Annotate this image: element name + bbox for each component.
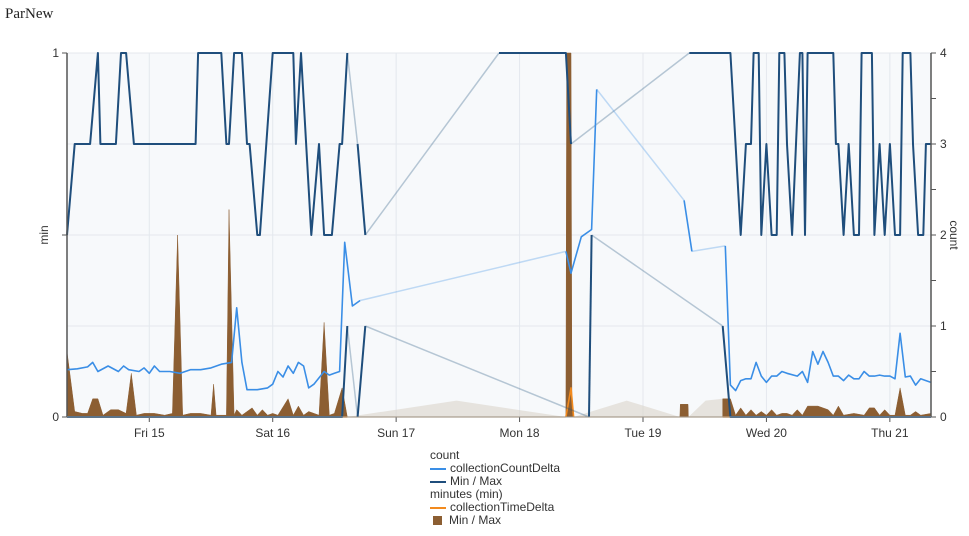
collectiontimedelta-min-max-gap-area bbox=[688, 398, 723, 417]
y-right-tick-label: 2 bbox=[940, 228, 947, 242]
x-tick-label: Tue 19 bbox=[625, 426, 662, 440]
x-tick-label: Thu 21 bbox=[871, 426, 909, 440]
legend-swatch bbox=[433, 516, 442, 525]
collectioncountdelta-gap-line bbox=[691, 245, 726, 253]
legend-swatch bbox=[430, 480, 446, 483]
collectioncountdelta-max-line-segment bbox=[66, 52, 349, 236]
collectiontimedelta-min-max-gap-area bbox=[347, 400, 566, 417]
collectioncountdelta-max-gap-line bbox=[364, 52, 500, 236]
legend-group-minutes: minutes (min) bbox=[430, 487, 503, 501]
collectioncountdelta-max-line-segment bbox=[499, 52, 572, 145]
legend-item-collection-time-delta[interactable]: collectionTimeDelta bbox=[430, 501, 560, 514]
legend-item-count-min-max[interactable]: Min / Max bbox=[430, 475, 560, 488]
collectiontimedelta-min-max-gap-area bbox=[573, 400, 680, 417]
legend-label: Min / Max bbox=[450, 474, 503, 488]
x-tick-label: Sat 16 bbox=[255, 426, 290, 440]
collectioncountdelta-max-line-segment bbox=[689, 52, 931, 236]
x-tick-label: Wed 20 bbox=[746, 426, 787, 440]
y-axis-right-label: count bbox=[947, 220, 961, 250]
collectiontimedelta-min-max-area-segment bbox=[679, 404, 689, 418]
collectioncountdelta-min-line-segment bbox=[356, 325, 367, 418]
y-right-tick-label: 0 bbox=[940, 410, 947, 424]
chart-title: ParNew bbox=[5, 6, 54, 22]
legend-swatch bbox=[430, 467, 446, 470]
legend: count collectionCountDelta Min / Max min… bbox=[430, 449, 560, 527]
y-right-tick-label: 4 bbox=[940, 46, 947, 60]
collectioncountdelta-gap-line bbox=[596, 88, 685, 201]
series-layer bbox=[66, 52, 932, 418]
collectioncountdelta-line-segment bbox=[66, 241, 361, 391]
legend-item-collection-count-delta[interactable]: collectionCountDelta bbox=[430, 462, 560, 475]
legend-item-time-min-max[interactable]: Min / Max bbox=[430, 514, 560, 527]
x-tick-label: Mon 18 bbox=[500, 426, 540, 440]
collectioncountdelta-min-gap-line bbox=[346, 325, 359, 418]
collectioncountdelta-line-segment bbox=[683, 200, 693, 252]
collectiontimedelta-min-max-area-segment bbox=[722, 387, 932, 418]
collectiontimedelta-min-max-area-segment bbox=[66, 209, 348, 418]
y-right-tick-label: 1 bbox=[940, 319, 947, 333]
y-left-tick-label: 0 bbox=[52, 410, 59, 424]
y-right-tick-label: 3 bbox=[940, 137, 947, 151]
x-tick-label: Fri 15 bbox=[134, 426, 165, 440]
collectioncountdelta-gap-line bbox=[359, 250, 567, 302]
legend-swatch bbox=[430, 506, 446, 509]
legend-label: Min / Max bbox=[449, 513, 502, 527]
y-left-tick-label: 1 bbox=[52, 46, 59, 60]
collectioncountdelta-max-gap-line bbox=[570, 52, 690, 145]
collectioncountdelta-max-line-segment bbox=[356, 143, 367, 236]
collectioncountdelta-min-gap-line bbox=[591, 234, 724, 327]
axes: Fri 15 Sat 16 Sun 17 Mon 18 Tue 19 Wed 20 Thu … bbox=[52, 46, 947, 440]
collectioncountdelta-min-gap-line bbox=[365, 325, 590, 418]
legend-group-count: count bbox=[430, 448, 460, 462]
collectioncountdelta-min-line-segment bbox=[588, 234, 593, 418]
legend-label: collectionCountDelta bbox=[450, 461, 561, 475]
legend-label: collectionTimeDelta bbox=[450, 500, 555, 514]
collectioncountdelta-max-gap-line bbox=[346, 52, 359, 145]
collectioncountdelta-line-segment bbox=[565, 89, 598, 275]
collectioncountdelta-line-segment bbox=[724, 245, 932, 392]
y-axis-left-label: min bbox=[37, 225, 51, 244]
collectiontimedelta-line-segment bbox=[565, 387, 575, 418]
x-tick-label: Sun 17 bbox=[377, 426, 415, 440]
